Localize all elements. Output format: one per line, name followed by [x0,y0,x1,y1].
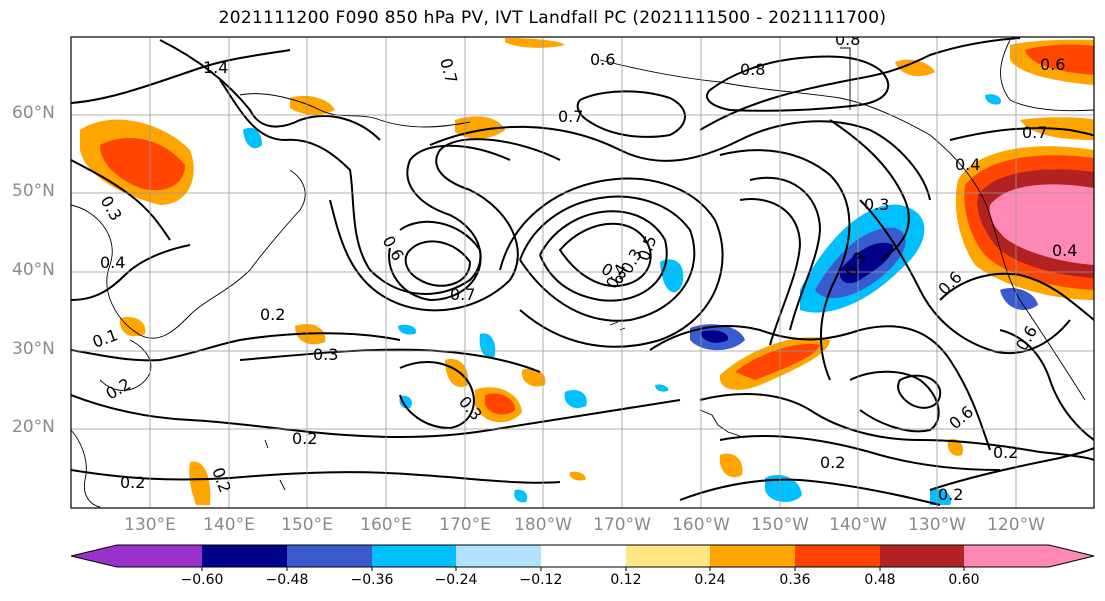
colorbar-segment [1049,545,1094,567]
colorbar-tick-label: −0.24 [434,572,478,588]
ivt-contours [71,37,1094,506]
contour-label: 0.2 [260,305,285,324]
contour-label: 0.7 [558,107,583,126]
lat-label: 20°N [12,417,55,437]
contour-label: 0.7 [450,285,475,304]
colorbar-segment [880,545,964,567]
contour-label: 0.6 [590,50,615,69]
colorbar-tick-label: −0.36 [350,572,394,588]
lon-label: 170°W [593,515,651,535]
lon-label: 120°W [987,515,1045,535]
colorbar-segment [626,545,710,567]
colorbar-segment [202,545,287,567]
colorbar-tick-label: −0.12 [519,572,563,588]
contour-label: 0.2 [820,453,845,472]
lat-label: 30°N [12,339,55,359]
colorbar-tick-label: 0.48 [864,572,896,588]
contour-label: 0.2 [938,485,963,504]
contour-label: 0.4 [100,253,125,272]
pv-negative-shading [243,94,1038,505]
lon-label: 150°W [751,515,809,535]
colorbar-segment [795,545,880,567]
lat-label: 60°N [12,103,55,123]
colorbar-segment [372,545,456,567]
colorbar-segment [287,545,372,567]
contour-label: 0.7 [1022,123,1047,142]
contour-label: 0.8 [740,60,765,79]
contour-label: 0.2 [993,443,1018,462]
lon-label: 180°W [514,515,572,535]
contour-label: 0.2 [292,429,317,448]
coastlines [71,39,1094,508]
colorbar-segment [541,545,626,567]
lat-lon-grid [71,37,1094,508]
colorbar-tick-label: −0.48 [265,572,309,588]
contour-label: 0.4 [1052,241,1077,260]
lon-label: 130°W [908,515,966,535]
contour-label: 0.3 [313,345,338,364]
lon-label: 140°W [829,515,887,535]
contour-label: 0.3 [864,195,889,214]
colorbar-segment [117,545,202,567]
lon-label: 170°E [439,515,491,535]
lon-label: 150°E [281,515,333,535]
contour-label: 1.4 [203,58,228,77]
pv-positive-shading [80,38,1094,505]
lat-label: 40°N [12,260,55,280]
contour-label: 0.8 [835,30,860,49]
colorbar-segment [456,545,541,567]
colorbar-tick-label: −0.60 [180,572,224,588]
contour-label: 0.6 [1040,55,1065,74]
map-title: 2021111200 F090 850 hPa PV, IVT Landfall… [218,8,887,28]
contour-label: 0.4 [955,155,980,174]
contour-label: 0.2 [120,473,145,492]
colorbar [70,544,1095,571]
lon-label: 160°E [360,515,412,535]
lon-label: 140°E [203,515,255,535]
colorbar-tick-label: 0.60 [948,572,980,588]
lon-label: 130°E [124,515,176,535]
colorbar-segment [964,545,1049,567]
colorbar-tick-label: 0.12 [610,572,642,588]
colorbar-segment [71,545,117,567]
lon-label: 160°W [672,515,730,535]
colorbar-tick-label: 0.24 [694,572,726,588]
colorbar-segment [710,545,795,567]
colorbar-tick-label: 0.36 [779,572,811,588]
lat-label: 50°N [12,181,55,201]
